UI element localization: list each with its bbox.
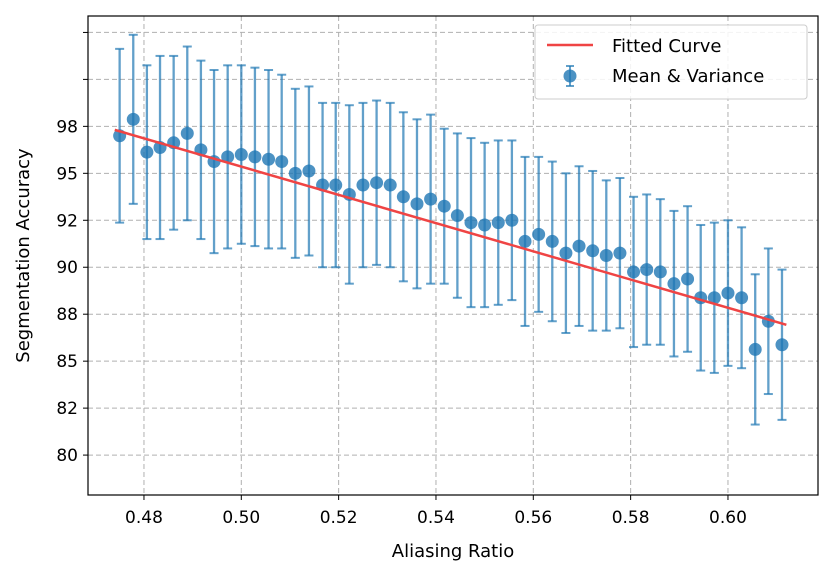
data-point [559,246,573,260]
data-point [518,234,532,248]
data-point [532,227,546,241]
data-point [370,176,384,190]
legend-box [534,24,808,100]
data-point [234,148,248,162]
y-tick-label: 90 [56,258,78,278]
data-point [464,216,478,230]
y-tick-label: 92 [56,211,78,231]
legend-point-label: Mean & Variance [612,66,764,87]
data-point [410,197,424,211]
data-point [640,263,654,277]
x-tick-label: 0.50 [222,508,260,528]
data-point [180,126,194,140]
data-point [707,291,721,305]
data-point [450,209,464,223]
y-tick-label: 85 [56,352,78,372]
data-point [653,265,667,279]
legend: Fitted Curve Mean & Variance [534,24,808,100]
data-point [775,338,789,352]
data-point [275,155,289,169]
y-tick-label: 88 [56,305,78,325]
data-point [437,199,451,213]
y-tick-label: 98 [56,117,78,137]
data-point [735,291,749,305]
data-point [545,234,559,248]
plot-area [113,33,789,426]
x-tick-label: 0.54 [417,508,455,528]
data-point [424,192,438,206]
y-tick-label: 95 [56,164,78,184]
axes: 0.48 0.50 0.52 0.54 0.56 0.58 0.60 80 82 85 88 90 92… [56,31,747,528]
x-tick-label: 0.56 [514,508,552,528]
data-point [302,164,316,178]
data-point [572,239,586,253]
data-point [396,190,410,204]
plot-frame [87,15,819,496]
data-point [126,112,140,126]
data-point [221,150,235,164]
x-tick-label: 0.58 [612,508,650,528]
data-point [288,166,302,180]
data-point [329,178,343,192]
data-point [681,272,695,286]
data-point [383,178,397,192]
data-point [627,265,641,279]
legend-fit-label: Fitted Curve [612,36,722,57]
data-point [140,145,154,159]
data-point [721,286,735,300]
data-point [667,277,681,291]
x-tick-label: 0.52 [320,508,358,528]
data-point [478,218,492,232]
data-point [356,178,370,192]
data-point [505,213,519,227]
x-tick-label: 0.48 [125,508,163,528]
data-point [613,246,627,260]
y-tick-label: 82 [56,399,78,419]
data-point [599,249,613,262]
fitted-curve [114,128,787,326]
data-point [491,216,505,230]
x-tick-label: 0.60 [709,508,747,528]
data-point [262,152,276,166]
y-tick-label: 80 [56,446,78,466]
x-axis-label: Aliasing Ratio [392,541,515,562]
legend-point [563,69,577,83]
legend-point-swatch [563,65,577,87]
data-point [586,244,600,258]
data-point [248,150,262,164]
y-axis-label: Segmentation Accuracy [13,148,34,363]
data-point [748,342,762,356]
